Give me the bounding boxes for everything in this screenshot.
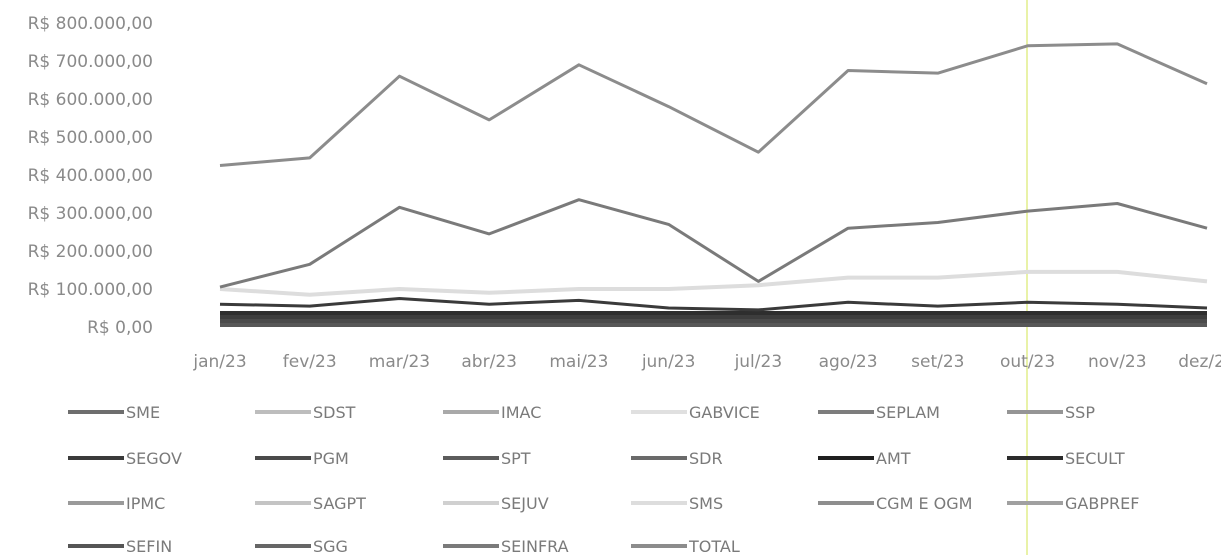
low-value-band [220, 311, 1207, 327]
legend-item: SDST [255, 403, 356, 422]
x-tick-label: nov/23 [1088, 352, 1147, 372]
legend-label: TOTAL [688, 537, 740, 555]
legend-item: SECULT [1007, 449, 1125, 468]
legend-label: AMT [876, 449, 911, 468]
legend-label: GABPREF [1065, 494, 1139, 513]
y-tick-label: R$ 400.000,00 [28, 166, 153, 186]
series-line-seinfra [219, 198, 1208, 289]
legend-item: IMAC [443, 403, 541, 422]
x-tick-label: ago/23 [819, 352, 878, 372]
legend-label: SDR [689, 449, 723, 468]
legend-item: AMT [818, 449, 911, 468]
x-tick-label: jan/23 [192, 352, 246, 372]
legend-label: SEJUV [501, 494, 549, 513]
legend-label: PGM [313, 449, 349, 468]
legend-item: SMS [631, 494, 723, 513]
legend-label: SEINFRA [501, 537, 569, 555]
y-axis-labels: R$ 0,00 R$ 100.000,00 R$ 200.000,00 R$ 300.… [28, 14, 153, 338]
x-tick-label: mai/23 [549, 352, 608, 372]
legend-item: GABVICE [631, 403, 760, 422]
x-tick-label: jun/23 [641, 352, 696, 372]
legend-item: SAGPT [255, 494, 366, 513]
legend-item: CGM E OGM [818, 494, 972, 513]
legend-item: SEPLAM [818, 403, 940, 422]
legend-item: IPMC [68, 494, 165, 513]
y-tick-label: R$ 700.000,00 [28, 52, 153, 72]
legend-item: SGG [255, 537, 348, 555]
series-line-segov [219, 297, 1208, 312]
x-tick-label: out/23 [1000, 352, 1055, 372]
legend-item: SEFIN [68, 537, 172, 555]
x-tick-label: dez/23 [1178, 352, 1221, 372]
legend: SME SDST IMAC GABVICE SEPLAM SSP SEGOV PGM SPT SD… [68, 403, 1139, 555]
x-tick-label: fev/23 [283, 352, 337, 372]
legend-label: GABVICE [689, 403, 760, 422]
legend-item: SEGOV [68, 449, 182, 468]
series-line-total [219, 42, 1208, 167]
y-tick-label: R$ 200.000,00 [28, 242, 153, 262]
legend-label: IPMC [126, 494, 165, 513]
legend-label: SAGPT [313, 494, 366, 513]
y-tick-label: R$ 500.000,00 [28, 128, 153, 148]
x-tick-label: jul/23 [734, 352, 783, 372]
legend-item: SME [68, 403, 160, 422]
legend-label: SEGOV [126, 449, 182, 468]
legend-label: SSP [1065, 403, 1095, 422]
legend-label: CGM E OGM [876, 494, 972, 513]
legend-item: SEJUV [443, 494, 549, 513]
series-lines [219, 42, 1208, 312]
legend-item: SPT [443, 449, 531, 468]
legend-label: IMAC [501, 403, 541, 422]
legend-label: SME [126, 403, 160, 422]
x-tick-label: mar/23 [369, 352, 430, 372]
legend-item: GABPREF [1007, 494, 1139, 513]
y-tick-label: R$ 100.000,00 [28, 280, 153, 300]
y-tick-label: R$ 800.000,00 [28, 14, 153, 34]
y-tick-label: R$ 0,00 [87, 318, 153, 338]
legend-item: SEINFRA [443, 537, 569, 555]
x-tick-label: abr/23 [461, 352, 517, 372]
legend-item: TOTAL [631, 537, 740, 555]
series-line-sms [219, 269, 1208, 297]
legend-item: SDR [631, 449, 723, 468]
legend-item: PGM [255, 449, 349, 468]
legend-label: SEPLAM [876, 403, 940, 422]
y-tick-label: R$ 300.000,00 [28, 204, 153, 224]
legend-label: SGG [313, 537, 348, 555]
legend-item: SSP [1007, 403, 1095, 422]
legend-label: SEFIN [126, 537, 172, 555]
x-tick-label: set/23 [911, 352, 964, 372]
legend-label: SMS [689, 494, 723, 513]
x-axis-labels: jan/23 fev/23 mar/23 abr/23 mai/23 jun/23 jul/… [192, 352, 1221, 372]
legend-label: SECULT [1065, 449, 1125, 468]
y-tick-label: R$ 600.000,00 [28, 90, 153, 110]
legend-label: SDST [313, 403, 356, 422]
legend-label: SPT [501, 449, 531, 468]
